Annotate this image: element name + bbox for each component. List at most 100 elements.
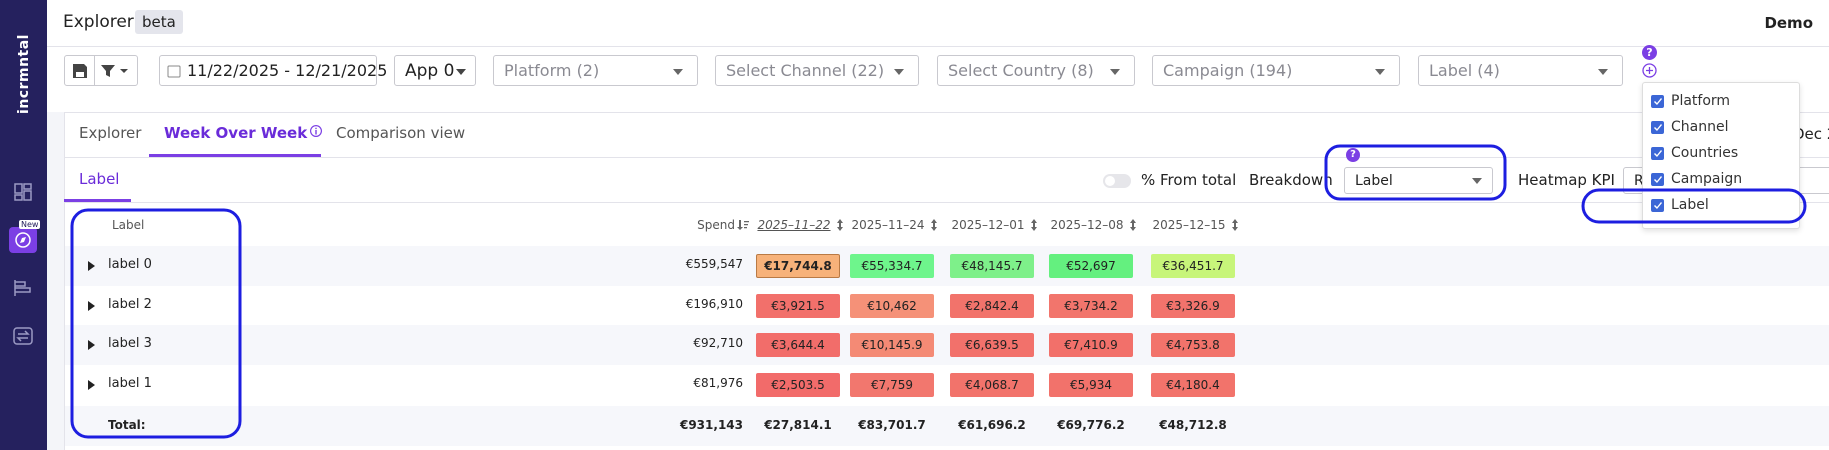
heatmap-cell: €5,934 (1049, 373, 1133, 397)
chevron (456, 69, 466, 75)
dimension-menu: Platform Channel Countries Campaign Label (1642, 82, 1800, 229)
icon-part (931, 219, 937, 231)
heatmap-cell: €10,145.9 (850, 333, 934, 357)
heatmap-cell: €48,145.7 (950, 254, 1034, 278)
nav-icon[interactable] (13, 279, 33, 297)
top-bar: Explorer beta Demo (47, 0, 1829, 47)
date-hint: Dec 2 (1793, 125, 1829, 143)
icon-part (1642, 63, 1657, 78)
row-label[interactable]: label 3 (108, 336, 152, 351)
tab[interactable]: Comparison view (336, 124, 466, 142)
filter-button[interactable] (101, 64, 131, 78)
menu-item: Label (1671, 197, 1709, 213)
heatmap-cell: €7,410.9 (1049, 333, 1133, 357)
chevron (1598, 69, 1608, 75)
select-placeholder: Select Country (8) (948, 61, 1094, 80)
filter-select[interactable]: Select Channel (22) (715, 55, 919, 86)
icon-part (23, 183, 32, 190)
icon-part (101, 65, 115, 77)
icon-part (120, 69, 128, 73)
row-label[interactable]: label 2 (108, 297, 152, 312)
new-badge: New (19, 220, 41, 229)
user-name[interactable]: Demo (1764, 14, 1813, 32)
checkbox[interactable] (1651, 173, 1664, 186)
spend-cell: €196,910 (685, 297, 743, 311)
total-label: Total: (108, 418, 146, 432)
icon-part (1646, 67, 1653, 74)
column-header: Label (112, 218, 145, 232)
chevron (673, 69, 683, 75)
tab[interactable]: Week Over Week (164, 124, 308, 142)
column-header[interactable]: 2025–12–01 (951, 218, 1025, 232)
expand-toggle (88, 340, 95, 350)
heatmap-cell: €4,753.8 (1151, 333, 1235, 357)
icon-part (88, 261, 95, 271)
table-row (65, 246, 1829, 286)
row-label[interactable]: label 1 (108, 376, 152, 391)
chevron (894, 69, 904, 75)
toggle[interactable] (1103, 174, 1131, 188)
checkbox[interactable] (1651, 199, 1664, 212)
tab-underline (149, 154, 321, 157)
filter-select[interactable]: Campaign (194) (1152, 55, 1400, 86)
icon-part (894, 69, 904, 75)
add-dimension[interactable] (1642, 63, 1657, 78)
divider (64, 202, 1829, 203)
help-icon[interactable]: ? (1642, 45, 1657, 60)
filter-select[interactable]: Label (4) (1418, 55, 1623, 86)
breakdown-select[interactable]: Label (1344, 167, 1493, 194)
icon-part (167, 65, 181, 78)
nav-icon[interactable] (14, 183, 32, 201)
icon-part (88, 340, 95, 350)
toggle-knob (1105, 176, 1115, 186)
tab[interactable]: Explorer (79, 124, 142, 142)
icon-part (1130, 219, 1136, 231)
filter-select[interactable]: Platform (2) (493, 55, 698, 86)
chevron (1375, 69, 1385, 75)
separator (94, 56, 95, 85)
nav-active[interactable] (9, 227, 37, 253)
calendar-icon (167, 65, 181, 78)
app-select[interactable]: App 0 (394, 55, 476, 86)
column-header[interactable]: 2025–11–24 (851, 218, 925, 232)
column-header[interactable]: 2025–12–08 (1050, 218, 1124, 232)
chevron (1110, 69, 1120, 75)
beta-badge: beta (135, 10, 183, 34)
table-row (65, 406, 1829, 446)
toolbar-buttons (64, 55, 138, 86)
heatmap-cell: €3,326.9 (1151, 294, 1235, 318)
nav-icon[interactable] (13, 327, 33, 345)
save-button[interactable] (72, 63, 88, 79)
icon-part (1598, 69, 1608, 75)
heatmap-cell: €55,334.7 (850, 254, 934, 278)
icon-part (1232, 219, 1238, 231)
column-header[interactable]: 2025–12–15 (1152, 218, 1226, 232)
info-icon (310, 125, 322, 137)
expand-toggle (88, 301, 95, 311)
filter-select[interactable]: Select Country (8) (937, 55, 1135, 86)
date-range[interactable]: 11/22/2025 - 12/21/2025 (159, 55, 387, 86)
breakdown-label: Breakdown (1249, 171, 1333, 189)
sort-icon (931, 219, 937, 231)
logo: incrmntal (16, 34, 32, 114)
icon-part (1654, 150, 1662, 157)
icon-part (15, 232, 31, 248)
page-title: Explorer (63, 12, 134, 32)
column-header[interactable]: 2025–11–22 (757, 218, 831, 232)
total-cell: €61,696.2 (958, 418, 1026, 432)
checkbox[interactable] (1651, 121, 1664, 134)
checkbox[interactable] (1651, 95, 1664, 108)
toggle-label: % From total (1141, 171, 1237, 189)
date-text: 11/22/2025 - 12/21/2025 (187, 61, 388, 80)
icon-part (1654, 202, 1662, 209)
menu-item: Campaign (1671, 171, 1743, 187)
row-label[interactable]: label 0 (108, 257, 152, 272)
checkbox[interactable] (1651, 147, 1664, 160)
heatmap-cell: €3,921.5 (756, 294, 840, 318)
icon-part (76, 72, 84, 77)
check (1654, 176, 1662, 183)
heatmap-cell: €7,759 (850, 373, 934, 397)
help-icon[interactable]: ? (1346, 148, 1360, 162)
heatmap-cell: €6,639.5 (950, 333, 1034, 357)
subtab[interactable]: Label (79, 170, 120, 188)
